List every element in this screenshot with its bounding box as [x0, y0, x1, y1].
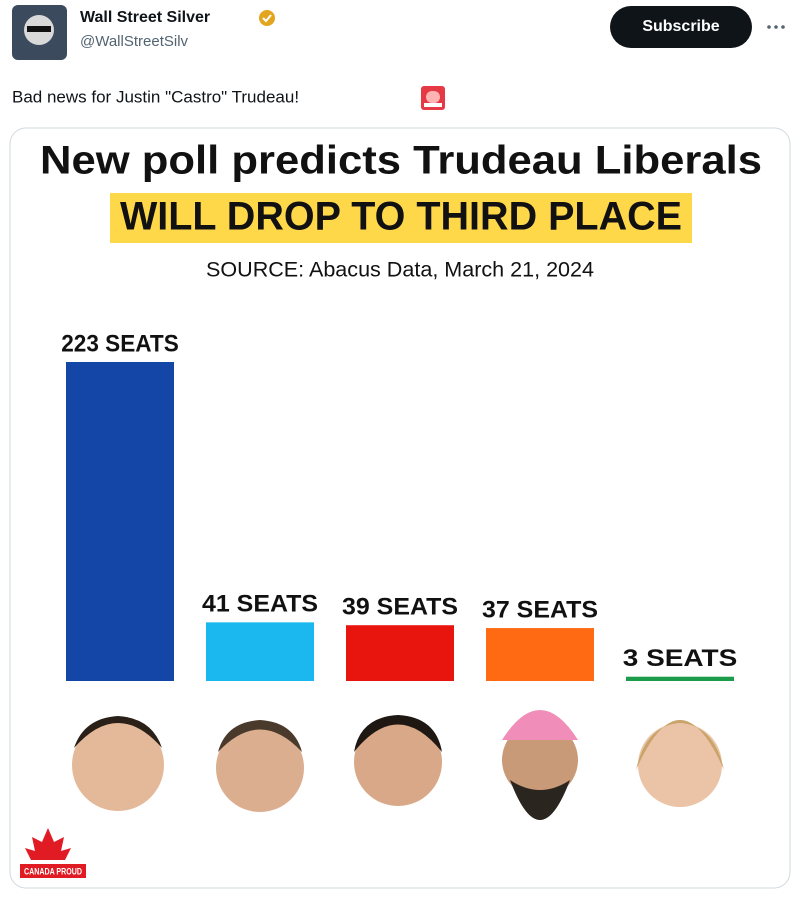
value-label: 39 SEATS: [342, 594, 458, 621]
tweet-text: Bad news for Justin "Castro" Trudeau!: [12, 87, 299, 106]
bar: [66, 362, 174, 681]
bar: [626, 676, 734, 681]
logo-text: CANADA PROUD: [24, 866, 82, 876]
bar: [486, 628, 594, 681]
subtitle-highlight: [110, 193, 692, 243]
user-handle[interactable]: @WallStreetSilv: [80, 33, 189, 50]
value-label: 41 SEATS: [202, 591, 318, 618]
verified-badge: [259, 10, 275, 26]
siren-emoji: [421, 86, 445, 110]
candidate-photos: [72, 710, 724, 820]
media-card[interactable]: [9, 127, 791, 889]
subscribe-label: Subscribe: [642, 18, 719, 35]
chart-subtitle: WILL DROP TO THIRD PLACE: [120, 195, 682, 239]
more-button[interactable]: [767, 25, 785, 29]
avatar-glasses: [27, 26, 51, 32]
subscribe-button[interactable]: [610, 6, 752, 48]
bar: [206, 622, 314, 681]
verified-check: [262, 14, 272, 23]
user-name[interactable]: Wall Street Silver: [80, 9, 210, 26]
chart-title: New poll predicts Trudeau Liberals: [40, 139, 762, 183]
value-label: 3 SEATS: [623, 645, 738, 672]
chart-source: SOURCE: Abacus Data, March 21, 2024: [206, 259, 594, 282]
value-label: 223 SEATS: [61, 330, 179, 357]
canada-proud-logo: CANADA PROUD: [20, 828, 86, 878]
value-label: 37 SEATS: [482, 596, 598, 623]
bar: [346, 625, 454, 681]
